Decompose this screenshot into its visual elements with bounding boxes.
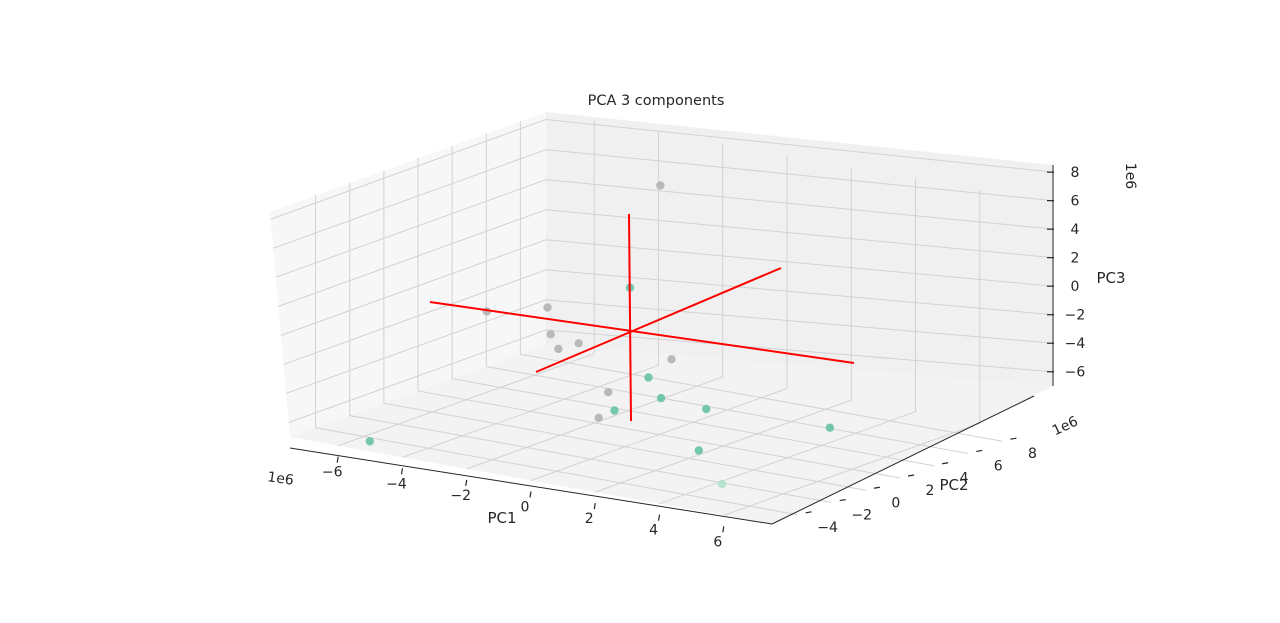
x-tick <box>400 468 404 475</box>
y-gridline <box>451 145 935 467</box>
scatter-point <box>702 404 711 414</box>
y-gridline <box>349 182 832 504</box>
principal-axes <box>429 213 855 422</box>
principal-axis-pc3 <box>628 213 632 422</box>
x-tick-label: −6 <box>322 465 343 481</box>
z-tick-label: 0 <box>1071 279 1080 295</box>
chart-title: PCA 3 components <box>588 93 725 109</box>
scatter-point <box>656 393 666 403</box>
x-tick <box>722 526 725 533</box>
scatter-point <box>825 423 835 432</box>
scatter-point <box>604 388 613 397</box>
y-tick <box>873 486 880 489</box>
scatter-point <box>554 344 563 354</box>
x-offset-label: 1e6 <box>266 469 294 489</box>
y-tick-label: 2 <box>926 483 935 499</box>
x-tick <box>465 479 468 486</box>
x-tick-label: −2 <box>450 488 471 504</box>
tick-labels: −6 −4 −2 0 2 4 6 −4 −2 0 2 4 6 8 −6 −4 −2 0 2 4 6 8 <box>322 165 1086 550</box>
y-tick <box>942 462 949 465</box>
principal-axis-pc1 <box>429 301 855 364</box>
x-tick-label: 6 <box>713 534 722 550</box>
y-gridline <box>315 194 798 516</box>
y-tick <box>839 498 846 502</box>
x-axis-label: PC1 <box>487 509 516 527</box>
z-axis-label: PC3 <box>1096 269 1125 287</box>
z-offset-label: 1e6 <box>1122 163 1138 190</box>
scatter-point <box>717 479 727 489</box>
x-gridline <box>659 178 917 505</box>
y-tick-label: 6 <box>994 458 1003 474</box>
z-tick-label: 8 <box>1071 165 1080 181</box>
z-gridline <box>283 269 1054 365</box>
y-tick <box>805 511 812 514</box>
z-gridline <box>270 119 1054 220</box>
scatter-point <box>667 355 676 364</box>
x-tick-label: 0 <box>521 500 530 516</box>
y-tick-label: −4 <box>817 520 838 536</box>
y-tick-label: 0 <box>891 495 900 511</box>
z-tick-label: −4 <box>1065 336 1086 352</box>
z-tick-label: 4 <box>1071 222 1080 238</box>
axis-ticks <box>336 171 1054 533</box>
y-gridline <box>417 158 901 479</box>
y-gridline <box>383 170 866 491</box>
x-gridline <box>595 167 852 493</box>
scatter-point <box>656 181 665 190</box>
x-tick <box>657 514 661 521</box>
y-axis-line <box>771 395 1035 525</box>
z-gridline <box>278 209 1054 307</box>
x-gridline <box>338 120 595 447</box>
x-gridline <box>530 155 788 481</box>
principal-axis-pc2 <box>535 267 782 373</box>
y-tick <box>907 474 915 477</box>
scatter-point <box>543 303 552 312</box>
scatter-point <box>644 373 653 382</box>
x-gridline <box>402 132 659 458</box>
z-gridline <box>273 149 1054 249</box>
x-tick <box>529 491 532 498</box>
x-tick <box>336 456 339 463</box>
scatter-point <box>594 413 603 422</box>
z-gridline <box>285 299 1054 394</box>
x-gridline <box>723 190 981 516</box>
scatter-point <box>546 330 555 339</box>
z-gridline <box>280 239 1054 336</box>
y-axis-label: PC2 <box>939 476 968 494</box>
x-tick-label: 4 <box>649 523 658 539</box>
scatter-point <box>610 406 619 415</box>
z-tick-label: −2 <box>1065 308 1086 324</box>
y-tick-label: −2 <box>851 508 872 524</box>
y-gridline <box>519 121 1003 442</box>
scatter-point <box>574 339 583 348</box>
x-gridline <box>466 143 724 470</box>
scatter-point <box>365 437 374 446</box>
z-tick-label: 2 <box>1071 251 1080 267</box>
y-gridline <box>485 133 969 454</box>
y-tick-label: 8 <box>1028 446 1037 462</box>
z-gridline <box>275 179 1054 278</box>
floor-pane <box>290 345 1053 524</box>
x-tick-label: 2 <box>585 511 594 527</box>
x-tick <box>593 503 596 510</box>
x-axis-line <box>289 447 773 525</box>
y-tick <box>1010 437 1017 440</box>
scatter-point <box>694 446 703 455</box>
z-gridline <box>288 329 1054 423</box>
z-tick-label: −6 <box>1065 365 1086 381</box>
left-pane <box>270 112 546 437</box>
y-offset-label: 1e6 <box>1050 414 1081 440</box>
back-pane <box>546 112 1053 386</box>
grid-lines <box>270 119 1054 516</box>
z-tick-label: 6 <box>1071 194 1080 210</box>
y-tick-label: 4 <box>960 471 969 487</box>
y-tick <box>976 449 983 453</box>
x-tick-label: −4 <box>386 476 407 492</box>
